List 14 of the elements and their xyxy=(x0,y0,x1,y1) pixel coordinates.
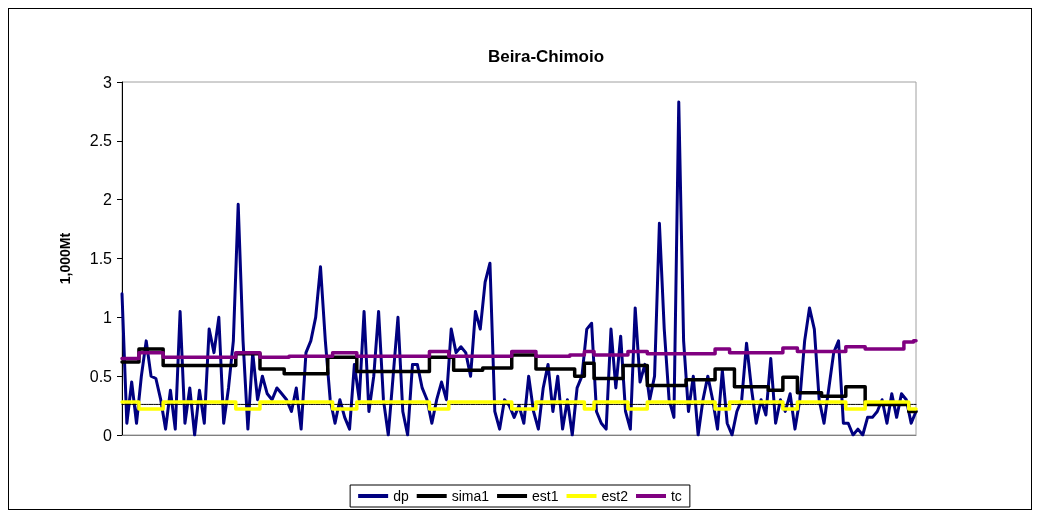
y-tick-label: 2 xyxy=(103,191,113,209)
legend-label: sima1 xyxy=(451,488,490,504)
legend-label: tc xyxy=(670,488,682,504)
y-tick-label: 2.5 xyxy=(89,132,113,150)
y-tick-label: 0 xyxy=(103,426,113,444)
legend-label: dp xyxy=(393,488,409,504)
y-axis-title: 1,000Mt xyxy=(57,232,73,285)
legend-label: est1 xyxy=(532,488,559,504)
y-tick-label: 1.5 xyxy=(89,250,113,267)
legend-label: est2 xyxy=(601,488,629,504)
chart-title: Beira-Chimoio xyxy=(487,47,605,66)
y-tick-label: 0.5 xyxy=(89,367,113,385)
y-tick-label: 3 xyxy=(103,73,113,91)
y-tick-label: 1 xyxy=(103,308,113,326)
